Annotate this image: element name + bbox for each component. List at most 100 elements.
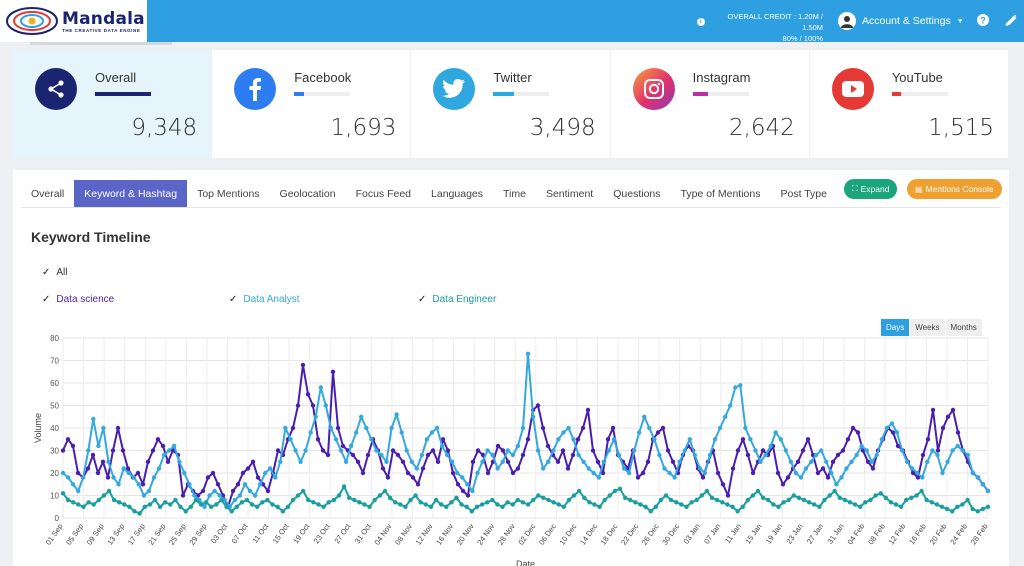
x-tick-label: 01 Sep bbox=[44, 522, 65, 547]
data-point bbox=[270, 502, 275, 507]
x-tick-label: 18 Dec bbox=[599, 522, 620, 547]
data-point bbox=[717, 425, 723, 431]
tab-type-of-mentions[interactable]: Type of Mentions bbox=[680, 187, 761, 200]
x-tick-label: 31 Oct bbox=[353, 521, 374, 545]
data-point bbox=[561, 504, 566, 509]
credit-percent: 80% / 100% bbox=[782, 34, 823, 43]
tab-time[interactable]: Time bbox=[503, 187, 526, 200]
data-point bbox=[510, 452, 516, 458]
tab-overall[interactable]: Overall bbox=[31, 187, 65, 200]
stat-value: 3,498 bbox=[529, 115, 596, 141]
data-point bbox=[298, 459, 303, 464]
data-point bbox=[127, 504, 132, 509]
tab-questions[interactable]: Questions bbox=[613, 187, 661, 200]
data-point bbox=[90, 452, 96, 458]
account-settings-menu[interactable]: Account & Settings ▼ bbox=[838, 12, 964, 30]
data-point bbox=[120, 448, 126, 453]
data-point bbox=[423, 502, 428, 507]
data-point bbox=[65, 475, 71, 480]
data-point bbox=[335, 425, 341, 431]
tab-sentiment[interactable]: Sentiment bbox=[545, 187, 594, 200]
data-point bbox=[955, 430, 961, 435]
data-point bbox=[244, 497, 250, 503]
data-point bbox=[566, 425, 571, 431]
filter-data-analyst[interactable]: ✓ Data Analyst bbox=[229, 294, 300, 305]
data-point bbox=[455, 482, 461, 487]
data-point bbox=[365, 452, 371, 458]
data-point bbox=[399, 430, 404, 435]
data-point bbox=[131, 475, 136, 480]
data-point bbox=[667, 470, 672, 476]
data-point bbox=[735, 448, 741, 453]
data-point bbox=[290, 497, 296, 503]
data-point bbox=[214, 502, 219, 507]
stat-card-youtube[interactable]: YouTube 1,515 bbox=[810, 50, 1010, 158]
stat-card-twitter[interactable]: Twitter 3,498 bbox=[411, 50, 611, 158]
tab-languages[interactable]: Languages bbox=[431, 187, 483, 200]
expand-button[interactable]: ⛶ Expand bbox=[844, 179, 898, 199]
data-point bbox=[275, 448, 281, 453]
stat-card-facebook[interactable]: Facebook 1,693 bbox=[212, 50, 412, 158]
data-point bbox=[602, 497, 607, 503]
x-axis-label: Date bbox=[516, 559, 535, 566]
data-point bbox=[738, 383, 743, 388]
tab-geolocation[interactable]: Geolocation bbox=[279, 187, 336, 200]
data-point bbox=[596, 475, 601, 480]
data-point bbox=[235, 482, 241, 487]
data-point bbox=[775, 470, 781, 476]
stats-row: Overall 9,348 Facebook 1,693 Twitter 3,498 Ins… bbox=[13, 50, 1010, 158]
data-point bbox=[699, 493, 704, 498]
data-point bbox=[470, 488, 475, 494]
data-point bbox=[475, 470, 480, 476]
data-point bbox=[555, 459, 561, 464]
data-point bbox=[551, 448, 556, 453]
data-point bbox=[172, 443, 177, 449]
range-months-button[interactable]: Months bbox=[945, 319, 982, 336]
logo[interactable]: Mandala THE CREATIVE DATA ENGINE bbox=[0, 0, 147, 42]
data-point bbox=[430, 448, 436, 453]
data-point bbox=[824, 459, 829, 464]
data-point bbox=[920, 452, 926, 458]
range-days-button[interactable]: Days bbox=[881, 319, 910, 336]
data-point bbox=[750, 493, 756, 498]
data-point bbox=[460, 475, 465, 480]
range-weeks-button[interactable]: Weeks bbox=[910, 319, 945, 336]
tab-bar: Overall Keyword & Hashtag Top Mentions Geol… bbox=[21, 180, 1001, 208]
data-point bbox=[86, 448, 91, 453]
data-point bbox=[336, 493, 342, 498]
data-point bbox=[837, 495, 842, 500]
data-point bbox=[733, 385, 738, 390]
data-point bbox=[495, 466, 500, 471]
data-point bbox=[188, 504, 193, 509]
data-point bbox=[904, 497, 909, 503]
data-point bbox=[357, 500, 362, 505]
filter-data-science[interactable]: ✓ Data science bbox=[42, 294, 114, 305]
data-point bbox=[65, 497, 71, 503]
instagram-icon bbox=[632, 68, 675, 110]
data-point bbox=[910, 466, 915, 471]
data-point bbox=[657, 452, 662, 458]
data-point bbox=[592, 502, 597, 507]
filter-all[interactable]: ✓ All bbox=[42, 267, 68, 278]
data-point bbox=[773, 430, 778, 435]
data-point bbox=[570, 452, 576, 458]
mentions-console-button[interactable]: ▤ Mentions Console bbox=[907, 179, 1002, 199]
data-point bbox=[96, 443, 101, 449]
stat-card-overall[interactable]: Overall 9,348 bbox=[13, 50, 213, 158]
data-point bbox=[155, 437, 161, 442]
data-point bbox=[541, 466, 546, 471]
tab-keyword-hashtag[interactable]: Keyword & Hashtag bbox=[74, 180, 188, 207]
data-point bbox=[252, 493, 258, 498]
tab-focus-feed[interactable]: Focus Feed bbox=[355, 187, 412, 200]
tab-post-type[interactable]: Post Type bbox=[780, 187, 827, 200]
data-point bbox=[595, 459, 601, 464]
help-icon[interactable]: ? bbox=[977, 14, 989, 29]
data-point bbox=[835, 452, 841, 458]
stat-card-instagram[interactable]: Instagram 2,642 bbox=[611, 50, 810, 158]
data-point bbox=[658, 497, 664, 503]
filter-data-engineer[interactable]: ✓ Data Engineer bbox=[418, 294, 496, 305]
tab-top-mentions[interactable]: Top Mentions bbox=[197, 187, 260, 200]
edit-icon[interactable] bbox=[1005, 14, 1017, 29]
data-point bbox=[565, 466, 571, 471]
data-point bbox=[865, 459, 871, 464]
